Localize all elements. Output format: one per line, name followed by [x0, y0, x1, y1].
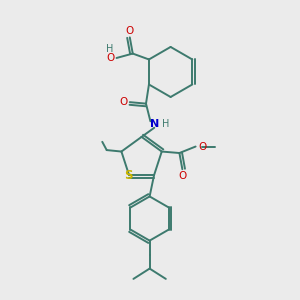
Text: N: N	[150, 118, 159, 129]
Text: O: O	[106, 53, 114, 63]
Text: O: O	[125, 26, 133, 37]
Text: O: O	[198, 142, 206, 152]
Text: H: H	[106, 44, 114, 54]
Text: S: S	[124, 169, 133, 182]
Text: O: O	[178, 171, 187, 181]
Text: O: O	[119, 97, 128, 107]
Text: H: H	[162, 118, 169, 129]
